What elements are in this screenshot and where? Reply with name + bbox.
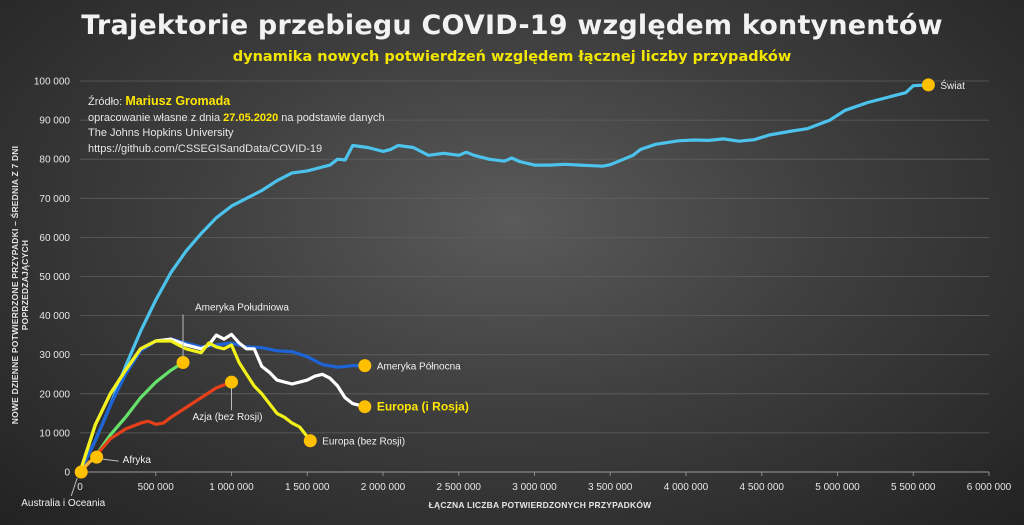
endpoint-markers	[74, 78, 935, 479]
x-tick-label: 6 000 000	[967, 482, 1012, 493]
series-line-swiat	[78, 83, 931, 474]
series-label-australia-i-oceania: Australia i Oceania	[21, 498, 105, 509]
endpoint-marker-afryka	[90, 450, 104, 464]
x-tick-label: 1 500 000	[285, 482, 330, 493]
y-tick-label: 10 000	[39, 428, 70, 439]
source-line-3: The Johns Hopkins University	[88, 127, 234, 139]
series-label-ameryka-polnocna: Ameryka Północna	[377, 362, 461, 373]
source-label: Źródło:	[88, 96, 123, 108]
series-label-swiat: Świat	[940, 79, 965, 92]
endpoint-marker-ameryka-poludniowa	[176, 356, 190, 370]
x-tick-label: 2 500 000	[437, 482, 482, 493]
y-tick-label: 20 000	[39, 389, 70, 400]
source-line-1: Źródło: Mariusz Gromada	[88, 94, 385, 111]
x-tick-label: 4 000 000	[664, 482, 709, 493]
x-tick-label: 500 000	[138, 482, 175, 493]
endpoint-marker-europa-i-rosja	[358, 400, 372, 414]
y-tick-label: 90 000	[39, 116, 70, 127]
endpoint-marker-australia-i-oceania	[74, 465, 88, 479]
endpoint-marker-swiat	[921, 78, 935, 92]
x-tick-label: 3 000 000	[512, 482, 557, 493]
source-line2-pre: opracowanie własne z dnia	[88, 111, 221, 124]
series-label-ameryka-poludniowa: Ameryka Południowa	[195, 303, 289, 314]
y-tick-label: 0	[64, 468, 70, 479]
leader-line-afryka	[102, 458, 119, 462]
series-line-ameryka-polnocna	[78, 337, 367, 474]
y-tick-label: 80 000	[39, 155, 70, 166]
endpoint-marker-azja-bez-rosji	[225, 375, 238, 389]
leader-line-australia-i-oceania	[70, 477, 78, 497]
series-label-europa-i-rosja: Europa (i Rosja)	[377, 400, 469, 414]
y-tick-label: 30 000	[39, 350, 70, 361]
y-tick-label: 60 000	[39, 233, 70, 244]
series-label-europa-bez-rosji: Europa (bez Rosji)	[322, 437, 405, 448]
source-line2-post: na podstawie danych	[281, 111, 385, 124]
y-tick-label: 100 000	[34, 77, 71, 88]
source-date: 27.05.2020	[223, 111, 279, 124]
y-tick-label: 70 000	[39, 194, 70, 205]
endpoint-marker-ameryka-polnocna	[358, 359, 372, 373]
series-line-europa-bez-rosji	[78, 339, 312, 474]
y-tick-label: 40 000	[39, 311, 70, 322]
x-tick-label: 2 000 000	[361, 482, 406, 493]
x-axis-label: ŁĄCZNA LICZBA POTWIERDZONYCH PRZYPADKÓW	[428, 500, 652, 510]
axes	[79, 471, 990, 476]
source-box: Źródło: Mariusz Gromada opracowanie włas…	[88, 94, 385, 157]
y-tick-label: 50 000	[39, 272, 70, 283]
x-tick-label: 3 500 000	[588, 482, 633, 493]
series-labels: Świat Ameryka Północna Ameryka Południowa E…	[21, 79, 965, 509]
series-line-azja-bez-rosji	[78, 380, 234, 474]
series-label-afryka: Afryka	[123, 455, 152, 466]
x-tick-label: 4 500 000	[740, 482, 785, 493]
x-tick-label: 1 000 000	[209, 482, 254, 493]
x-tick-label: 5 000 000	[815, 482, 860, 493]
source-author: Mariusz Gromada	[125, 94, 231, 108]
y-axis-label: NOWE DZIENNE POTWIERDZONE PRZYPADKI – ŚR…	[10, 145, 30, 425]
chart-subtitle: dynamika nowych potwierdzeń względem łąc…	[232, 49, 792, 65]
x-tick-label: 0	[77, 482, 83, 493]
endpoint-marker-europa-bez-rosji	[303, 434, 317, 448]
tick-labels: 0 10 000 20 000 30 000 40 000 50 000 60 000 70 …	[34, 77, 1012, 494]
x-tick-label: 5 500 000	[891, 482, 936, 493]
source-line-4: https://github.com/CSSEGISandData/COVID-…	[88, 142, 323, 155]
series-label-azja-bez-rosji: Azja (bez Rosji)	[192, 412, 262, 423]
source-line-2: opracowanie własne z dnia 27.05.2020 na …	[88, 111, 385, 127]
chart-title: Trajektorie przebiegu COVID-19 względem …	[81, 10, 943, 41]
